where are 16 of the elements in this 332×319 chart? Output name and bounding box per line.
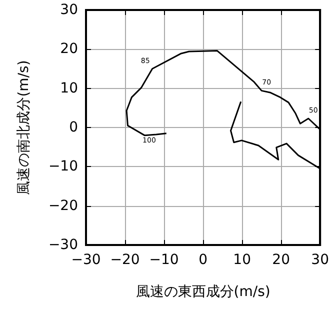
y-tick-label: 0 xyxy=(69,120,78,136)
y-tick-label: 20 xyxy=(60,41,78,58)
y-tick-label: −10 xyxy=(48,158,78,175)
y-tick-label: −20 xyxy=(48,198,78,214)
x-tick-label: −30 xyxy=(71,252,101,268)
x-tick-label: 20 xyxy=(272,252,290,268)
x-tick-label: −10 xyxy=(149,252,179,268)
x-tick-label: 0 xyxy=(198,252,208,268)
y-tick-label: −30 xyxy=(48,237,78,253)
y-tick-label: 30 xyxy=(60,2,78,18)
x-tick-label: −20 xyxy=(110,252,140,268)
x-tick-label: 10 xyxy=(233,252,251,268)
x-tick-label: 30 xyxy=(311,252,330,268)
y-tick-label: 10 xyxy=(60,80,78,96)
x-axis-title: 風速の東西成分(m/s) xyxy=(136,284,270,300)
y-axis-title: 風速の南北成分(m/s) xyxy=(16,60,32,195)
